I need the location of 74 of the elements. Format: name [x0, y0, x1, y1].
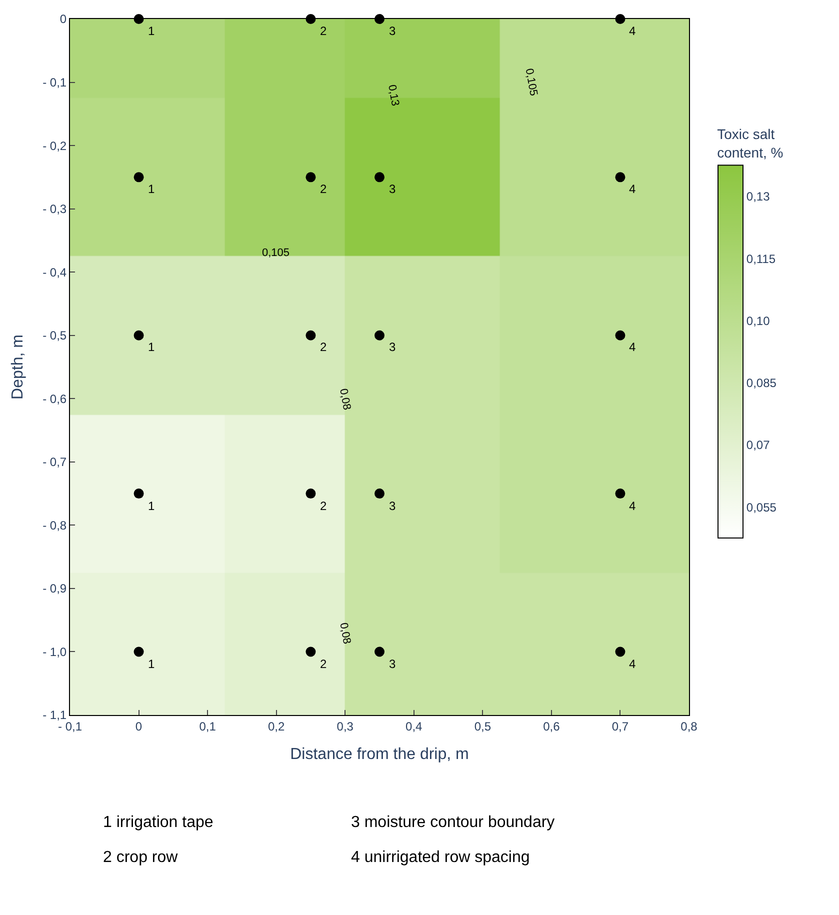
- point: [134, 646, 144, 657]
- x-tick-label: 0: [135, 719, 142, 734]
- annotation: 4: [629, 24, 636, 38]
- annotation: 3: [389, 182, 396, 196]
- annotation: 0,13: [386, 84, 402, 107]
- x-tick-label: 0,1: [199, 719, 216, 734]
- x-tick-label: 0,6: [543, 719, 560, 734]
- annotation: 4: [629, 340, 636, 354]
- point: [306, 646, 316, 657]
- y-tick-label: - 0,1: [42, 75, 67, 90]
- annotation: 2: [320, 340, 327, 354]
- annotation: 3: [389, 340, 396, 354]
- color-bar-label: 0,055: [746, 500, 777, 514]
- point: [306, 488, 316, 499]
- y-tick-label: - 0,6: [42, 392, 67, 406]
- text: 2 crop row: [103, 849, 178, 866]
- y-tick-label: - 1,0: [42, 644, 67, 659]
- y-tick-label: - 0,5: [42, 328, 67, 343]
- point: [134, 330, 144, 340]
- annotation: 3: [389, 499, 396, 513]
- annotation: 0,08: [337, 622, 353, 645]
- point: [374, 646, 384, 657]
- x-tick-label: 0,4: [406, 719, 423, 734]
- y-tick-label: - 0,3: [42, 202, 67, 216]
- text: 4 unirrigated row spacing: [351, 849, 530, 866]
- annotation: 4: [629, 499, 636, 513]
- x-tick-label: 0,5: [474, 719, 492, 734]
- point: [306, 172, 316, 182]
- annotation: 4: [629, 657, 636, 671]
- point: [134, 172, 144, 182]
- annotation: 2: [320, 24, 327, 38]
- y-axis-title: Depth, m: [9, 334, 26, 400]
- annotation: 0,105: [262, 247, 290, 259]
- point: [374, 172, 384, 182]
- annotation: 1: [148, 340, 155, 354]
- point: [134, 488, 144, 499]
- y-tick-label: - 0,4: [42, 265, 67, 280]
- annotation: 1: [148, 657, 155, 671]
- x-axis-title: Distance from the drip, m: [290, 746, 469, 764]
- x-tick-label: 0,7: [612, 719, 629, 734]
- color-bar-label: 0,085: [746, 376, 777, 390]
- annotation: 2: [320, 657, 327, 671]
- point: [374, 330, 384, 340]
- y-tick-label: - 0,8: [42, 518, 67, 532]
- color-bar-label: 0,115: [746, 252, 776, 266]
- annotation: 1: [148, 182, 155, 196]
- point: [615, 488, 626, 499]
- annotation: 0,105: [522, 68, 540, 97]
- x-tick-label: 0,2: [268, 719, 285, 734]
- color-bar-title: Toxic salt content, %: [717, 126, 784, 160]
- text: 1 irrigation tape: [103, 814, 214, 831]
- annotation: 1: [148, 499, 155, 513]
- text: 3 moisture contour boundary: [351, 814, 555, 831]
- x-tick-label: 0,8: [680, 719, 698, 734]
- point: [615, 646, 626, 657]
- color-bar-label: 0,10: [746, 314, 770, 328]
- y-tick-label: - 0,9: [42, 582, 67, 596]
- annotation: 3: [389, 657, 396, 671]
- point: [374, 488, 384, 499]
- y-tick-label: 0: [60, 12, 67, 26]
- annotation: 2: [320, 499, 327, 513]
- annotation: 0,08: [337, 388, 353, 411]
- y-tick-label: - 0,7: [42, 455, 67, 470]
- point: [306, 330, 316, 340]
- y-tick-label: - 0,2: [42, 138, 67, 153]
- x-tick-label: 0,3: [336, 719, 354, 734]
- annotation: 1: [148, 24, 155, 38]
- annotation: 4: [629, 182, 636, 196]
- annotation: 3: [389, 24, 396, 38]
- color-bar-label: 0,13: [746, 190, 770, 204]
- annotation: 2: [320, 182, 327, 196]
- color-bar-label: 0,07: [746, 438, 770, 452]
- point: [615, 330, 626, 340]
- point: [615, 172, 626, 182]
